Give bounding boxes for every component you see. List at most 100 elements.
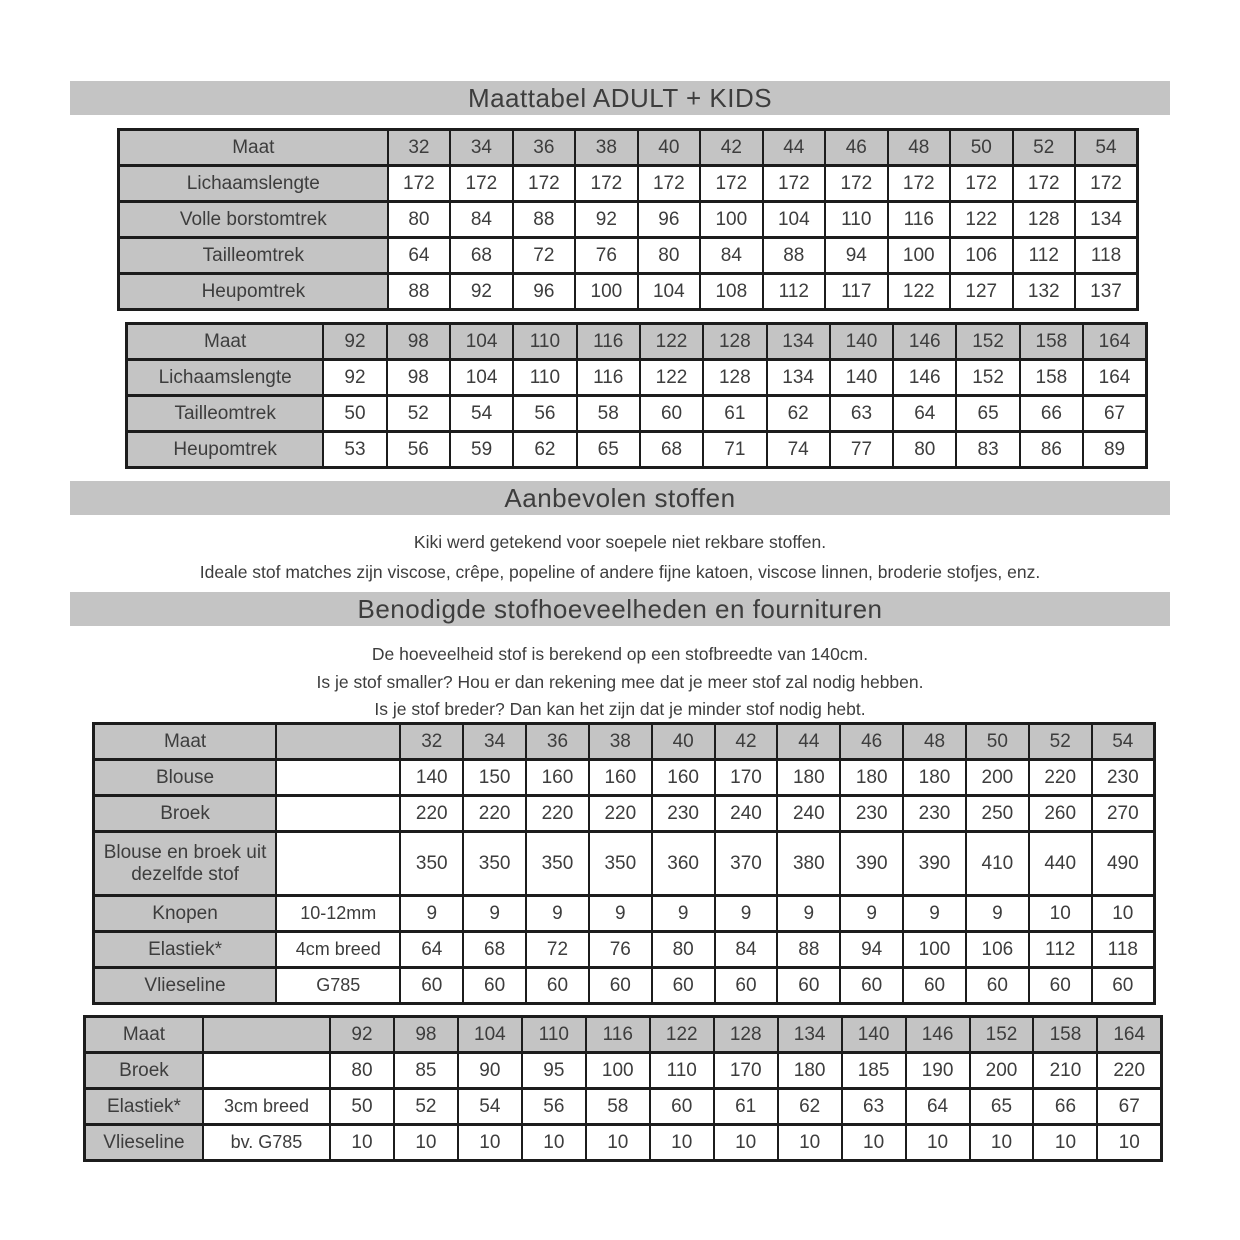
value-cell: 10 bbox=[456, 1123, 523, 1162]
value-cell: 60 bbox=[1027, 966, 1093, 1005]
value-cell: 64 bbox=[904, 1087, 971, 1126]
value-cell: 172 bbox=[574, 164, 639, 203]
size-header-cell: 48 bbox=[886, 128, 952, 167]
value-cell: 76 bbox=[587, 930, 653, 969]
value-cell: 10 bbox=[968, 1123, 1035, 1162]
value-cell: 180 bbox=[902, 758, 967, 797]
table-row: Elastiek* 4cm breed 64 68 72 76 80 84 88 94 100 106… bbox=[92, 930, 1156, 969]
value-cell: 390 bbox=[902, 830, 967, 897]
value-cell: 58 bbox=[584, 1087, 651, 1126]
value-cell: 180 bbox=[839, 758, 905, 797]
value-cell: 60 bbox=[462, 966, 528, 1005]
value-cell: 240 bbox=[776, 794, 842, 833]
value-cell: 63 bbox=[840, 1087, 907, 1126]
value-cell: 90 bbox=[456, 1051, 523, 1090]
value-cell: 172 bbox=[386, 164, 452, 203]
table-row: Broek 220 220 220 220 230 240 240 230 230 250 260 27… bbox=[92, 794, 1156, 833]
value-cell: 132 bbox=[1011, 272, 1076, 311]
size-header-cell: 46 bbox=[839, 722, 905, 761]
size-header-cell: 140 bbox=[828, 322, 895, 361]
value-cell: 60 bbox=[638, 394, 705, 433]
table-row: Elastiek* 3cm breed 50 52 54 56 58 60 61 62 63 64 65… bbox=[83, 1087, 1163, 1126]
row-note bbox=[201, 1051, 331, 1090]
value-cell: 116 bbox=[575, 358, 641, 397]
table-row: Tailleomtrek 50 52 54 56 58 60 61 62 63 64 65 66 67 bbox=[125, 394, 1148, 433]
value-cell: 260 bbox=[1027, 794, 1093, 833]
value-cell: 172 bbox=[886, 164, 952, 203]
value-cell: 59 bbox=[448, 430, 515, 469]
value-cell: 9 bbox=[399, 894, 465, 933]
value-cell: 108 bbox=[699, 272, 764, 311]
size-header-cell: 50 bbox=[949, 128, 1014, 167]
value-cell: 146 bbox=[892, 358, 958, 397]
value-cell: 66 bbox=[1032, 1087, 1099, 1126]
value-cell: 152 bbox=[955, 358, 1021, 397]
value-cell: 53 bbox=[322, 430, 388, 469]
value-cell: 89 bbox=[1082, 430, 1148, 469]
value-cell: 117 bbox=[824, 272, 889, 311]
requirement-note-line: Is je stof smaller? Hou er dan rekening … bbox=[316, 671, 924, 692]
value-cell: 9 bbox=[713, 894, 779, 933]
value-cell: 56 bbox=[385, 430, 451, 469]
value-cell: 210 bbox=[1032, 1051, 1099, 1090]
value-cell: 172 bbox=[761, 164, 827, 203]
value-cell: 112 bbox=[1027, 930, 1093, 969]
value-cell: 110 bbox=[512, 358, 578, 397]
size-header-cell: 128 bbox=[712, 1015, 779, 1054]
size-header-cell: 164 bbox=[1082, 322, 1148, 361]
value-cell: 390 bbox=[839, 830, 905, 897]
value-cell: 84 bbox=[699, 236, 764, 275]
value-cell: 164 bbox=[1082, 358, 1148, 397]
size-header-cell: 36 bbox=[525, 722, 590, 761]
value-cell: 104 bbox=[636, 272, 702, 311]
size-header-cell: 34 bbox=[462, 722, 528, 761]
row-note bbox=[275, 758, 402, 797]
size-header-cell: 48 bbox=[902, 722, 967, 761]
value-cell: 134 bbox=[765, 358, 831, 397]
size-header-cell: 52 bbox=[1027, 722, 1093, 761]
size-header-cell: 38 bbox=[587, 722, 653, 761]
value-cell: 10 bbox=[584, 1123, 651, 1162]
size-header-cell: 116 bbox=[584, 1015, 651, 1054]
value-cell: 160 bbox=[525, 758, 590, 797]
table-row: Blouse en broek uit dezelfde stof 350 350 3… bbox=[92, 830, 1156, 897]
value-cell: 71 bbox=[702, 430, 768, 469]
size-header-cell: 32 bbox=[386, 128, 452, 167]
value-cell: 140 bbox=[828, 358, 895, 397]
table-row: Knopen 10-12mm 9 9 9 9 9 9 9 9 9 9 10 10 bbox=[92, 894, 1156, 933]
value-cell: 127 bbox=[949, 272, 1014, 311]
value-cell: 68 bbox=[449, 236, 514, 275]
value-cell: 10 bbox=[520, 1123, 587, 1162]
value-cell: 172 bbox=[1011, 164, 1076, 203]
value-cell: 95 bbox=[520, 1051, 587, 1090]
value-cell: 134 bbox=[1073, 200, 1139, 239]
value-cell: 10 bbox=[1027, 894, 1093, 933]
row-note: 10-12mm bbox=[275, 894, 402, 933]
value-cell: 9 bbox=[462, 894, 528, 933]
row-label: Maat bbox=[117, 128, 389, 167]
value-cell: 9 bbox=[776, 894, 842, 933]
value-cell: 94 bbox=[824, 236, 889, 275]
row-label: Vlieseline bbox=[83, 1123, 204, 1162]
row-note bbox=[275, 830, 402, 897]
size-header-cell: 104 bbox=[448, 322, 515, 361]
value-cell: 64 bbox=[399, 930, 465, 969]
value-cell: 84 bbox=[449, 200, 514, 239]
value-cell: 68 bbox=[638, 430, 705, 469]
value-cell: 60 bbox=[776, 966, 842, 1005]
size-header-cell: 44 bbox=[776, 722, 842, 761]
value-cell: 100 bbox=[886, 236, 952, 275]
kids-fabric-table: Maat 92 98 104 110 116 122 128 134 140 146 152 158 16… bbox=[83, 1015, 1163, 1162]
size-header-cell: 92 bbox=[328, 1015, 395, 1054]
table-row: Lichaamslengte 92 98 104 110 116 122 128 134 140 1… bbox=[125, 358, 1148, 397]
value-cell: 185 bbox=[840, 1051, 907, 1090]
value-cell: 180 bbox=[776, 758, 842, 797]
row-note bbox=[201, 1015, 331, 1054]
page-title: Maattabel ADULT + KIDS bbox=[70, 81, 1170, 115]
kids-size-table: Maat 92 98 104 110 116 122 128 134 140 146 152 158 16… bbox=[125, 322, 1148, 469]
size-header-cell: 146 bbox=[904, 1015, 971, 1054]
value-cell: 100 bbox=[574, 272, 639, 311]
value-cell: 72 bbox=[525, 930, 590, 969]
size-header-cell: 122 bbox=[638, 322, 705, 361]
